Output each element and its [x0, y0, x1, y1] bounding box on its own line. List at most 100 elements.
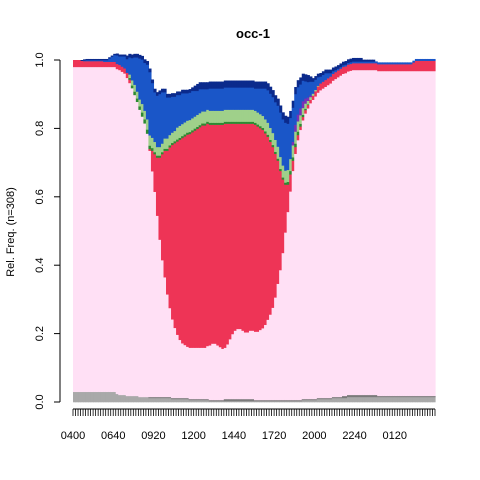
bar-segment-series-1 — [173, 397, 177, 400]
bar-segment-series-4 — [138, 106, 142, 110]
bar-segment-series-4 — [213, 122, 217, 125]
bar-segment-series-3 — [397, 64, 401, 72]
bar-segment-series-1 — [349, 394, 353, 398]
bar-segment-series-7 — [382, 62, 386, 65]
bar-segment-series-2 — [429, 70, 434, 397]
bar-segment-series-3 — [259, 128, 263, 331]
bar-segment-series-5 — [213, 110, 217, 123]
bar-segment-series-1 — [432, 395, 436, 398]
bar-segment-series-3 — [256, 126, 260, 332]
bar-segment-series-2 — [414, 70, 418, 397]
bar-segment-series-8 — [264, 81, 268, 89]
bar-segment-series-7 — [221, 88, 225, 111]
bar-segment-series-4 — [306, 104, 310, 106]
bar-segment-series-0 — [289, 400, 293, 403]
bar-segment-series-7 — [326, 73, 331, 79]
bar-segment-series-3 — [155, 157, 160, 216]
bar-segment-series-0 — [271, 400, 275, 403]
bar-segment-series-2 — [314, 96, 318, 400]
bar-segment-series-8 — [266, 83, 270, 91]
bar-segment-series-7 — [135, 57, 139, 92]
bar-segment-series-3 — [158, 157, 162, 240]
bar-segment-series-8 — [153, 88, 157, 93]
bar-segment-series-0 — [286, 400, 290, 403]
bar-segment-series-5 — [276, 146, 280, 159]
bar-segment-series-2 — [248, 330, 253, 400]
bar-segment-series-0 — [274, 400, 278, 403]
bar-segment-series-1 — [389, 395, 393, 398]
bar-segment-series-3 — [276, 160, 280, 284]
bar-segment-series-7 — [331, 70, 336, 74]
bar-segment-series-6 — [294, 124, 298, 132]
bar-segment-series-8 — [369, 59, 373, 62]
bar-segment-series-5 — [135, 91, 139, 99]
bar-segment-series-3 — [352, 63, 356, 71]
bar-segment-series-1 — [331, 396, 336, 399]
bar-segment-series-5 — [216, 110, 220, 123]
bar-segment-series-8 — [306, 75, 310, 83]
bar-segment-series-7 — [88, 60, 92, 62]
bar-segment-series-8 — [178, 91, 182, 96]
bar-segment-series-3 — [372, 63, 376, 71]
bar-segment-series-5 — [261, 115, 265, 129]
bar-segment-series-5 — [138, 99, 142, 107]
bar-segment-series-7 — [362, 61, 366, 64]
bar-segment-series-0 — [231, 400, 235, 403]
bar-segment-series-8 — [309, 76, 313, 82]
bar-segment-series-8 — [163, 88, 167, 93]
bar-segment-series-8 — [364, 59, 368, 62]
bar-segment-series-4 — [243, 121, 248, 124]
bar-segment-series-0 — [364, 396, 368, 403]
bar-segment-series-6 — [301, 101, 305, 109]
bar-segment-series-7 — [171, 96, 175, 133]
bar-segment-series-8 — [331, 67, 336, 72]
bar-segment-series-7 — [238, 87, 243, 110]
bar-segment-series-0 — [341, 397, 346, 403]
bar-segment-series-1 — [429, 395, 434, 398]
bar-segment-series-1 — [236, 398, 240, 402]
bar-segment-series-2 — [334, 78, 338, 398]
bar-segment-series-7 — [223, 87, 227, 110]
bar-segment-series-3 — [279, 170, 283, 271]
bar-segment-series-1 — [334, 396, 338, 399]
bar-segment-series-7 — [103, 60, 107, 63]
bar-segment-series-2 — [319, 90, 323, 399]
bar-segment-series-4 — [266, 134, 270, 137]
bar-segment-series-7 — [341, 65, 346, 68]
bar-segment-series-4 — [299, 123, 303, 127]
bar-segment-series-2 — [130, 88, 134, 397]
bar-segment-series-3 — [334, 71, 338, 80]
bar-segment-series-2 — [394, 70, 398, 397]
bar-segment-series-8 — [314, 76, 318, 80]
bar-segment-series-3 — [191, 132, 195, 348]
bar-segment-series-5 — [133, 84, 137, 92]
bar-segment-series-3 — [357, 63, 361, 71]
bar-segment-series-2 — [279, 269, 283, 401]
bar-segment-series-3 — [85, 61, 89, 68]
bar-segment-series-2 — [331, 80, 336, 398]
bar-segment-series-2 — [397, 70, 401, 397]
bar-segment-series-7 — [226, 87, 230, 110]
bar-segment-series-2 — [113, 66, 117, 393]
bar-segment-series-8 — [100, 58, 104, 61]
bar-segment-series-3 — [369, 63, 373, 71]
bar-segment-series-4 — [226, 121, 230, 124]
bar-segment-series-2 — [193, 347, 197, 400]
bar-segment-series-7 — [294, 93, 298, 125]
bar-segment-series-2 — [276, 283, 280, 401]
bar-segment-series-2 — [377, 70, 381, 397]
bar-segment-series-1 — [339, 396, 343, 399]
bar-segment-series-3 — [394, 64, 398, 72]
bar-segment-series-0 — [198, 399, 202, 403]
bar-segment-series-8 — [171, 93, 175, 97]
bar-segment-series-3 — [100, 61, 104, 68]
bar-segment-series-2 — [324, 86, 328, 399]
bar-segment-series-7 — [216, 88, 220, 111]
bar-segment-series-2 — [196, 347, 200, 400]
bar-segment-series-2 — [339, 75, 343, 398]
bar-segment-series-8 — [138, 54, 142, 59]
bar-segment-series-3 — [324, 79, 328, 87]
bar-segment-series-0 — [424, 396, 429, 403]
bar-segment-series-1 — [357, 394, 361, 398]
bar-segment-series-2 — [241, 330, 245, 400]
